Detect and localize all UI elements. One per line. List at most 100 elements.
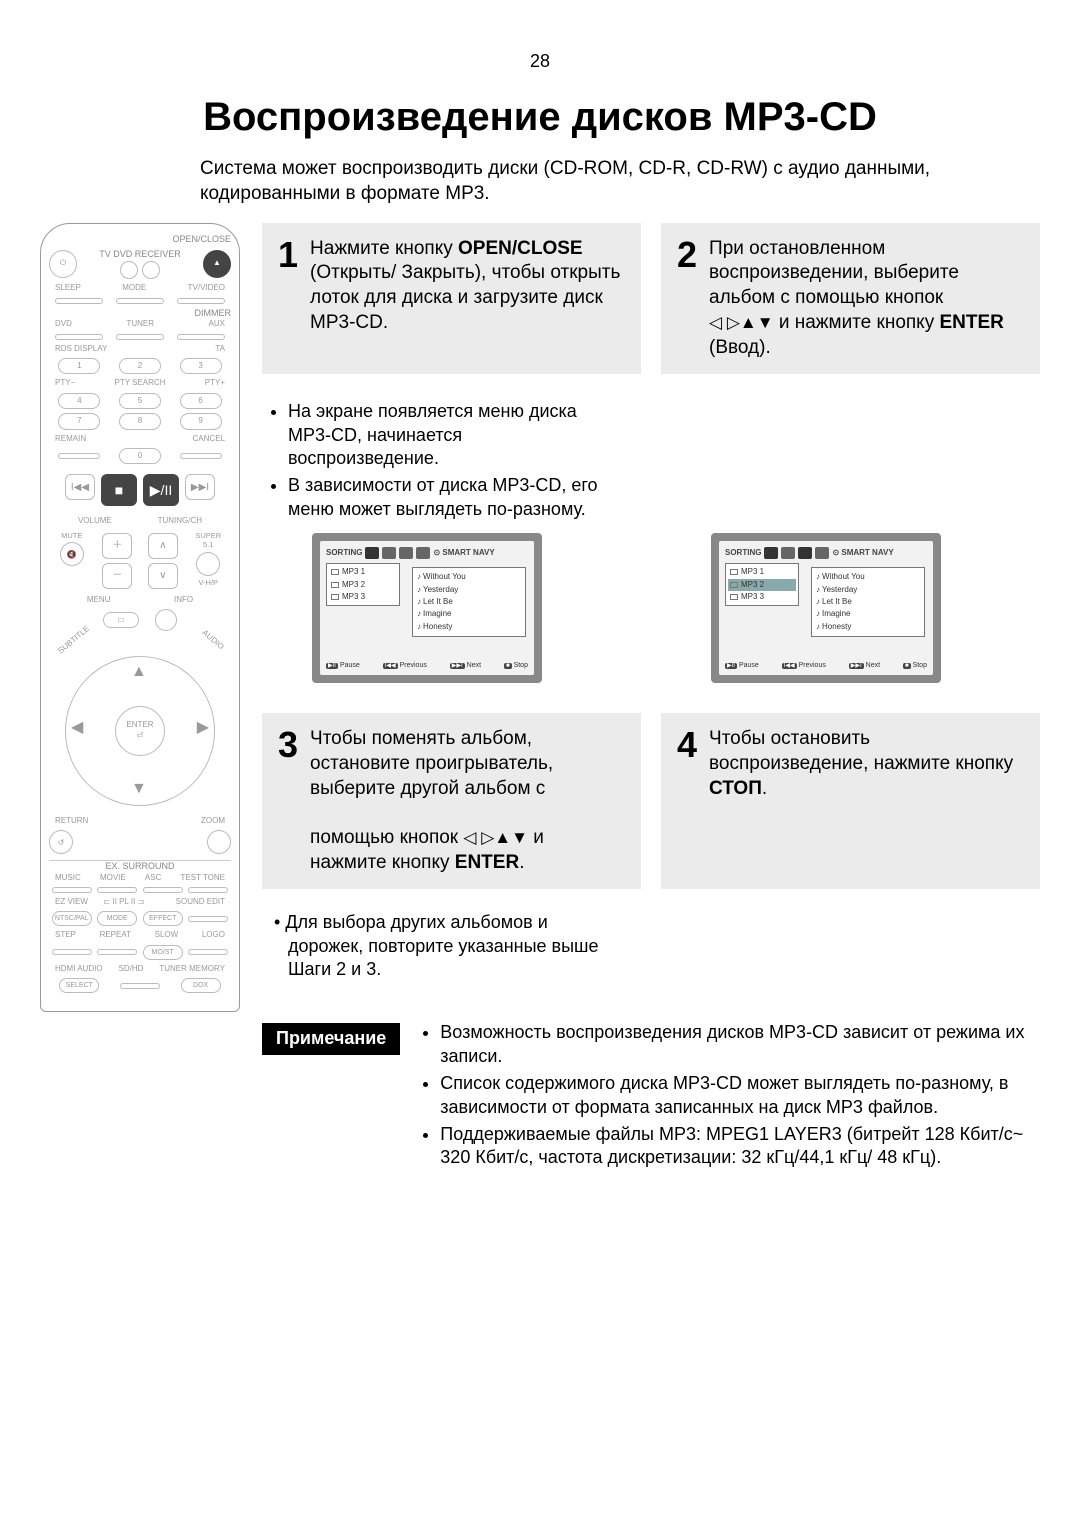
lbl-ptyp: PTY+ <box>205 378 225 388</box>
lbl-super: SUPER 5.1 <box>193 531 223 551</box>
step-1-num: 1 <box>278 237 298 273</box>
btn: DOX <box>181 978 221 993</box>
lbl-cancel: CANCEL <box>193 434 225 444</box>
btn-remain <box>58 453 100 459</box>
chip-icon: ♪ <box>365 547 379 559</box>
page-number: 28 <box>40 50 1040 73</box>
lbl-tuner: TUNER <box>126 319 154 329</box>
up-arrow-icon: ▲ <box>131 662 147 683</box>
chip-icon: ♪ <box>764 547 778 559</box>
step-2-text: При остановленном воспроизведении, выбер… <box>709 237 1024 360</box>
menu-btn: ▭ <box>103 612 139 628</box>
lbl-volume: VOLUME <box>78 516 112 526</box>
remote-column: OPEN/CLOSE ⏻ TV DVD RECEIVER ▲ SLEEP MOD… <box>40 223 240 1174</box>
num-1: 1 <box>58 358 100 374</box>
btn: EFFECT <box>143 911 183 926</box>
lbl-smart: ⊙ SMART NAVY <box>433 548 494 558</box>
chip-icon <box>416 547 430 559</box>
btn <box>177 334 225 340</box>
super-btn <box>196 552 220 576</box>
intro-text: Система может воспроизводить диски (CD-R… <box>200 157 1040 206</box>
note-item: Поддерживаемые файлы MP3: MPEG1 LAYER3 (… <box>440 1123 1040 1170</box>
screen-illustration-b: SORTING ♪ ⊙ SMART NAVY MP3 1 MP3 2 MP3 <box>711 533 941 683</box>
step-3-text: Чтобы поменять альбом, остановите проигр… <box>310 727 625 875</box>
lbl-mode: MODE <box>122 283 146 293</box>
lbl-remain: REMAIN <box>55 434 86 444</box>
lbl: ASC <box>145 873 161 883</box>
lbl-rds: RDS DISPLAY <box>55 344 107 354</box>
folder-list: MP3 1 MP3 2 MP3 3 <box>326 563 400 606</box>
btn <box>52 887 92 893</box>
lbl: SLOW <box>155 930 179 940</box>
lbl-zoom: ZOOM <box>201 816 225 826</box>
lbl-audio: AUDIO <box>199 628 225 652</box>
btn <box>97 949 137 955</box>
lbl-vhp: V-H/P <box>193 578 223 588</box>
lbl-return: RETURN <box>55 816 88 826</box>
lbl: SOUND EDIT <box>176 897 225 907</box>
btn: NTSC/PAL <box>52 911 92 926</box>
lbl-info: INFO <box>174 595 193 605</box>
note-item: Список содержимого диска MP3-CD может вы… <box>440 1072 1040 1119</box>
btn <box>120 983 160 989</box>
vol-up-icon: ＋ <box>102 533 132 559</box>
zoom-btn <box>207 830 231 854</box>
lbl: STEP <box>55 930 76 940</box>
lbl-dvd: DVD <box>55 319 72 329</box>
left-arrow-icon: ◀ <box>71 718 83 739</box>
lbl: SD/HD <box>119 964 144 974</box>
step-2-num: 2 <box>677 237 697 273</box>
num-8: 8 <box>119 413 161 429</box>
lbl: LOGO <box>202 930 225 940</box>
step-4-text: Чтобы остановить воспроизведение, нажмит… <box>709 727 1024 801</box>
lbl: ⊏ II PL II ⊐ <box>104 897 145 907</box>
eject-button: ▲ <box>203 250 231 278</box>
btn <box>55 334 103 340</box>
step-3: 3 Чтобы поменять альбом, остановите прои… <box>262 713 641 889</box>
next-icon: ▶▶I <box>185 474 215 500</box>
step-1: 1 Нажмите кнопку OPEN/CLOSE (Открыть/ За… <box>262 223 641 374</box>
dvd-btn <box>142 261 160 279</box>
num-4: 4 <box>58 393 100 409</box>
track-list: ♪Without You ♪Yesterday ♪Let It Be ♪Imag… <box>811 567 925 637</box>
page-title: Воспроизведение дисков MP3-CD <box>40 91 1040 143</box>
label-tv-dvd: TV DVD RECEIVER <box>77 249 203 261</box>
chip-icon <box>815 547 829 559</box>
screen-illustration-a: SORTING ♪ ⊙ SMART NAVY MP3 1 MP3 2 MP3 <box>312 533 542 683</box>
lbl-sleep: SLEEP <box>55 283 81 293</box>
btn-cancel <box>180 453 222 459</box>
return-btn: ↺ <box>49 830 73 854</box>
lbl-menu: MENU <box>87 595 111 605</box>
lbl-mute: MUTE <box>57 531 87 541</box>
lbl-tvvideo: TV/VIDEO <box>188 283 225 293</box>
mute-btn: 🔇 <box>60 542 84 566</box>
btn <box>55 298 103 304</box>
label-open-close: OPEN/CLOSE <box>49 234 231 246</box>
lbl: TEST TONE <box>181 873 225 883</box>
lbl: MUSIC <box>55 873 81 883</box>
note-item: В зависимости от диска MP3-CD, его меню … <box>288 474 618 521</box>
lbl: REPEAT <box>100 930 131 940</box>
step-4: 4 Чтобы остановить воспроизведение, нажм… <box>661 713 1040 889</box>
lbl-dimmer: DIMMER <box>49 308 231 320</box>
play-icon: ▶/II <box>143 474 179 506</box>
dpad: ▲ ▼ ◀ ▶ ENTER⏎ <box>65 656 215 806</box>
btn: SELECT <box>59 978 99 993</box>
lbl-sorting: SORTING <box>725 548 761 558</box>
lbl-exsurround: EX. SURROUND <box>49 860 231 873</box>
lbl-ta: TA <box>215 344 225 354</box>
screen-bottom-bar: ▶IIPause I◀◀Previous ▶▶INext ■Stop <box>326 661 528 671</box>
btn <box>97 887 137 893</box>
vol-down-icon: － <box>102 563 132 589</box>
power-button: ⏻ <box>49 250 77 278</box>
ch-up-icon: ∧ <box>148 533 178 559</box>
down-arrow-icon: ▼ <box>131 779 147 800</box>
note-block: Примечание Возможность воспроизведения д… <box>262 1021 1040 1173</box>
bullet-after-step3: Для выбора других альбомов и дорожек, по… <box>288 911 608 981</box>
chip-icon <box>382 547 396 559</box>
note-list: Возможность воспроизведения дисков MP3-C… <box>440 1021 1040 1173</box>
num-2: 2 <box>119 358 161 374</box>
lbl: TUNER MEMORY <box>159 964 225 974</box>
info-btn <box>155 609 177 631</box>
note-item: Возможность воспроизведения дисков MP3-C… <box>440 1021 1040 1068</box>
